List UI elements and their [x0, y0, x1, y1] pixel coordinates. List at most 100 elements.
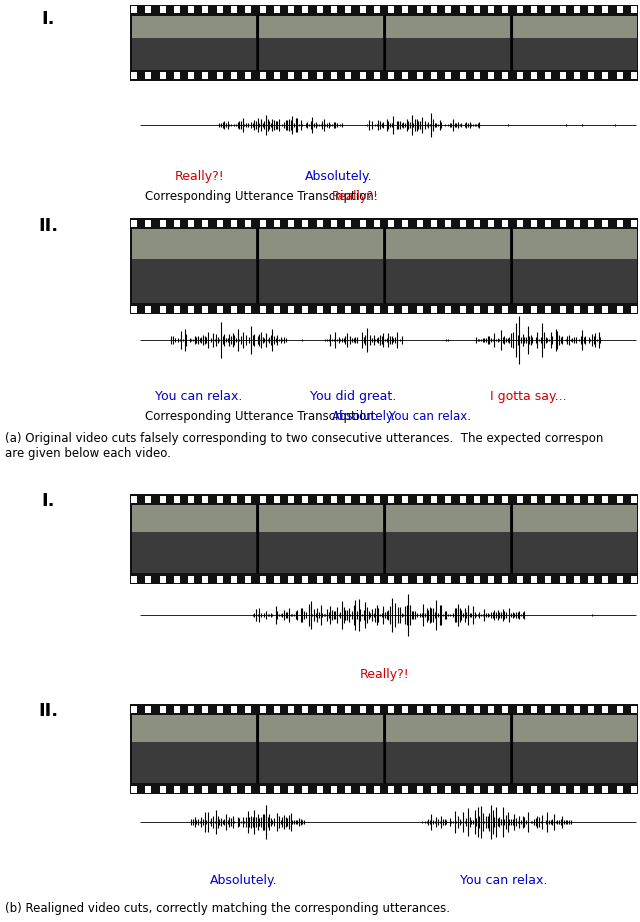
Bar [631, 786, 637, 793]
Bar [259, 742, 383, 783]
Bar [403, 73, 408, 79]
Bar [545, 786, 551, 793]
Bar [445, 575, 451, 583]
Bar [260, 6, 266, 14]
Bar [602, 305, 609, 313]
Bar [602, 495, 609, 502]
Bar [574, 786, 580, 793]
Bar [274, 73, 280, 79]
Bar [131, 705, 137, 713]
Bar [631, 705, 637, 713]
Bar [474, 6, 480, 14]
Bar [460, 786, 465, 793]
Bar [131, 229, 255, 303]
Bar [331, 305, 337, 313]
Bar [513, 229, 637, 262]
Bar [159, 6, 166, 14]
Bar [602, 786, 609, 793]
Text: I gotta say...: I gotta say... [490, 390, 566, 403]
Bar [488, 495, 494, 502]
Bar [513, 505, 637, 573]
Bar [202, 305, 209, 313]
Bar [417, 305, 422, 313]
Bar [417, 786, 422, 793]
Bar [217, 786, 223, 793]
Bar [159, 786, 166, 793]
Bar [374, 786, 380, 793]
Bar [559, 73, 566, 79]
Bar [202, 786, 209, 793]
Bar [403, 575, 408, 583]
Bar [274, 305, 280, 313]
Bar [559, 6, 566, 14]
Text: Really?!: Really?! [175, 170, 225, 183]
Text: Really?!: Really?! [332, 190, 379, 203]
Bar [374, 6, 380, 14]
Bar [188, 786, 194, 793]
Bar [588, 305, 594, 313]
Bar [346, 305, 351, 313]
Bar [145, 219, 151, 227]
Bar [559, 705, 566, 713]
Bar [274, 6, 280, 14]
Bar [445, 73, 451, 79]
Bar [131, 505, 255, 573]
Bar [174, 73, 180, 79]
Bar [131, 219, 137, 227]
Bar [431, 786, 437, 793]
Bar [617, 575, 623, 583]
Bar [602, 575, 609, 583]
Bar [588, 786, 594, 793]
Bar [360, 305, 365, 313]
Bar [274, 786, 280, 793]
Bar [346, 219, 351, 227]
Bar [374, 73, 380, 79]
Bar [631, 219, 637, 227]
Bar [516, 73, 523, 79]
Bar [131, 73, 137, 79]
Bar [217, 705, 223, 713]
Bar [545, 6, 551, 14]
Bar [303, 786, 308, 793]
Bar [259, 505, 383, 573]
Bar [130, 494, 638, 584]
Bar [588, 575, 594, 583]
Bar [385, 742, 509, 783]
Bar [145, 305, 151, 313]
Bar [245, 495, 252, 502]
Bar [317, 786, 323, 793]
Bar [502, 305, 508, 313]
Bar [260, 705, 266, 713]
Bar [559, 495, 566, 502]
Bar [385, 505, 509, 536]
Bar [288, 575, 294, 583]
Bar [245, 219, 252, 227]
Bar [417, 575, 422, 583]
Bar [502, 786, 508, 793]
Text: II.: II. [38, 217, 58, 235]
Bar [360, 219, 365, 227]
Bar [588, 6, 594, 14]
Bar [545, 575, 551, 583]
Bar [174, 6, 180, 14]
Bar [202, 705, 209, 713]
Bar [531, 219, 537, 227]
Bar [388, 73, 394, 79]
Bar [174, 786, 180, 793]
Bar [260, 575, 266, 583]
Text: Absolutely.: Absolutely. [210, 874, 278, 887]
Bar [559, 219, 566, 227]
Bar [545, 705, 551, 713]
Bar [431, 495, 437, 502]
Bar [574, 705, 580, 713]
Bar [159, 495, 166, 502]
Bar [274, 705, 280, 713]
Bar [159, 73, 166, 79]
Bar [474, 305, 480, 313]
Bar [131, 715, 255, 783]
Bar [260, 305, 266, 313]
Bar [474, 495, 480, 502]
Bar [360, 705, 365, 713]
Bar [317, 6, 323, 14]
Bar [303, 705, 308, 713]
